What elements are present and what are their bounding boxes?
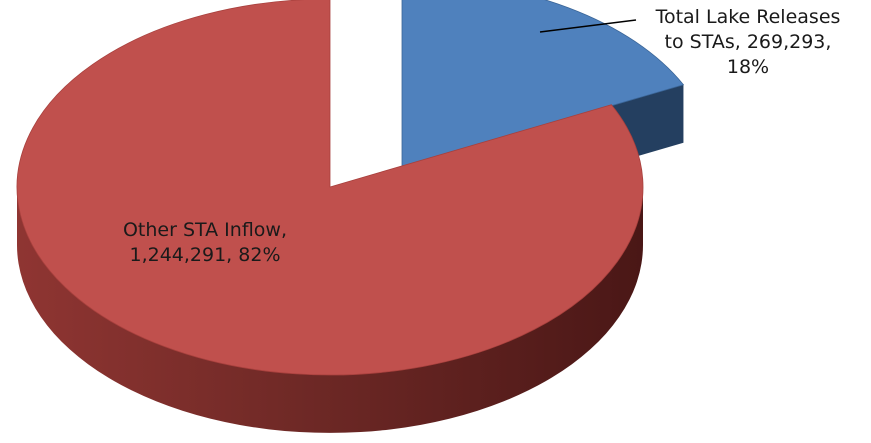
label-line: Other STA Inflow, bbox=[122, 219, 288, 241]
slice-label-lake-releases: Total Lake Releases to STAs, 269,293, 18… bbox=[628, 5, 868, 80]
pie-slice-lake-releases bbox=[401, 0, 685, 168]
label-line: Total Lake Releases bbox=[655, 6, 841, 28]
label-line: 1,244,291, 82% bbox=[129, 244, 281, 266]
label-line: to STAs, 269,293, bbox=[664, 31, 832, 53]
leader-line bbox=[539, 19, 637, 33]
pie-slice-other-sta-inflow bbox=[16, 0, 644, 376]
label-line: 18% bbox=[726, 56, 770, 78]
pie-slice-side bbox=[17, 187, 643, 433]
slice-label-other-sta-inflow: Other STA Inflow, 1,244,291, 82% bbox=[70, 218, 340, 268]
pie-tops bbox=[16, 0, 685, 376]
